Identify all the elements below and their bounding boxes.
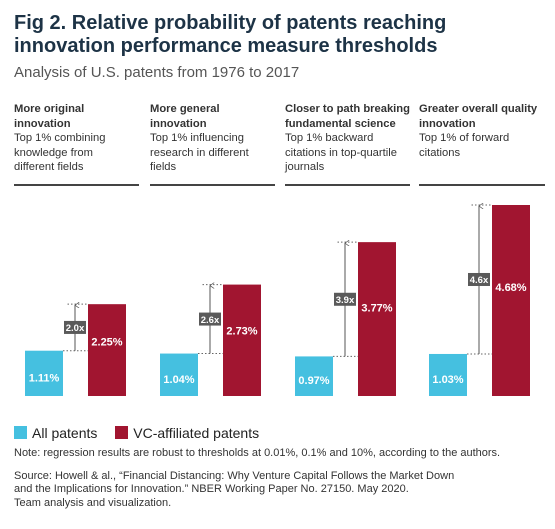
value-label-vc: 2.73% [226,326,257,338]
panel-heading: Closer to path breaking fundamental scie… [285,103,410,130]
panel-group: 4.6x 1.03% 4.68% [429,205,530,396]
panel-group: 3.9x 0.97% 3.77% [295,242,396,396]
value-label-vc: 2.25% [91,336,122,348]
source-line: Team analysis and visualization. [14,496,172,509]
chart-subtitle: Analysis of U.S. patents from 1976 to 20… [14,64,300,81]
ratio-box [334,292,356,306]
value-label-all: 1.03% [432,374,463,386]
value-label-all: 1.04% [163,374,194,386]
legend-label-vc: VC-affiliated patents [133,425,260,441]
ratio-label: 3.9x [336,295,355,306]
panel-heading: Greater overall quality innovation [419,103,538,130]
value-label-all: 1.11% [29,372,60,384]
panel-divider [419,184,545,186]
legend: All patents VC-affiliated patents [14,425,273,441]
panel-description: Top 1% of forward citations [419,132,510,159]
legend-label-all: All patents [32,425,98,441]
bar-vc-patents [223,284,261,396]
ratio-label: 2.0x [66,323,85,334]
panel-group: 2.0x 1.11% 2.25% [25,304,126,396]
legend-item-vc: VC-affiliated patents [115,425,259,441]
bar-all-patents [160,353,198,396]
source-citation: Source: Howell & al., “Financial Distanc… [14,470,549,510]
panel-description: Top 1% influencing research in different… [150,132,249,174]
ratio-label: 4.6x [470,275,489,286]
chart-title: Fig 2. Relative probability of patents r… [14,12,447,57]
panel-group: 2.6x 1.04% 2.73% [160,285,261,396]
panel-heading: More original innovation [14,103,85,130]
ratio-box [64,320,86,334]
value-label-vc: 3.77% [361,302,392,314]
ratio-box [199,312,221,326]
bar-all-patents [429,353,467,396]
panel-divider [285,184,410,186]
value-label-vc: 4.68% [495,282,526,294]
bar-all-patents [295,356,333,396]
panel-header-original: More original innovation Top 1% combinin… [14,102,132,175]
panel-divider [150,184,275,186]
ratio-box [468,272,490,286]
panel-header-science: Closer to path breaking fundamental scie… [285,102,413,175]
panel-description: Top 1% backward citations in top-quartil… [285,132,397,174]
source-line: Source: Howell & al., “Financial Distanc… [14,470,455,482]
panel-description: Top 1% combining knowledge from differen… [14,132,106,174]
bar-all-patents [25,350,63,396]
legend-swatch-vc [115,426,129,439]
legend-item-all: All patents [14,425,97,441]
bar-vc-patents [358,242,396,396]
panel-header-general: More general innovation Top 1% influenci… [150,102,268,175]
bar-vc-patents [88,304,126,396]
panel-header-quality: Greater overall quality innovation Top 1… [419,102,545,160]
footnote: Note: regression results are robust to t… [14,447,501,459]
panel-divider [14,184,139,186]
bar-vc-patents [492,205,530,396]
source-line: and the Implications for Innovation.” NB… [14,483,409,496]
panel-heading: More general innovation [150,103,220,130]
ratio-label: 2.6x [201,315,220,326]
legend-swatch-all [14,426,27,439]
value-label-all: 0.97% [298,375,329,387]
